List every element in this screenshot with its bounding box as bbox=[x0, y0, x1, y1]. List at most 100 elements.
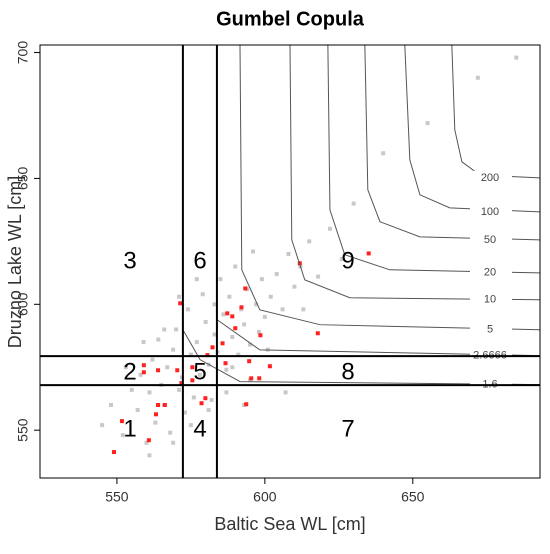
red-point bbox=[190, 365, 195, 370]
gray-point bbox=[268, 294, 273, 299]
gray-point bbox=[171, 440, 176, 445]
gray-point bbox=[218, 277, 223, 282]
gray-point bbox=[230, 365, 235, 370]
gray-point bbox=[188, 352, 193, 357]
red-point bbox=[153, 412, 158, 417]
gray-point bbox=[209, 397, 214, 402]
contour-label: 20 bbox=[484, 267, 496, 279]
gray-point bbox=[168, 430, 173, 435]
gray-point bbox=[177, 294, 182, 299]
region-label: 7 bbox=[341, 415, 354, 442]
red-point bbox=[119, 419, 124, 424]
gray-point bbox=[171, 347, 176, 352]
gray-point bbox=[162, 327, 167, 332]
gray-point bbox=[203, 319, 208, 324]
red-point bbox=[146, 438, 151, 443]
gray-point bbox=[514, 55, 519, 60]
gray-point bbox=[147, 390, 152, 395]
red-point bbox=[199, 401, 204, 406]
red-point bbox=[315, 331, 320, 336]
y-axis-title: Druzno Lake WL [cm] bbox=[5, 176, 25, 348]
gray-point bbox=[109, 402, 114, 407]
gray-point bbox=[256, 329, 261, 334]
red-point bbox=[257, 376, 262, 381]
gray-point bbox=[239, 307, 244, 312]
red-point bbox=[179, 381, 184, 386]
gray-point bbox=[242, 402, 247, 407]
red-point bbox=[203, 396, 208, 401]
gray-point bbox=[144, 440, 149, 445]
region-label: 6 bbox=[193, 247, 206, 274]
gray-point bbox=[339, 256, 344, 261]
red-point bbox=[267, 364, 272, 369]
red-point bbox=[249, 376, 254, 381]
red-point bbox=[141, 363, 146, 368]
gray-point bbox=[156, 337, 161, 342]
gray-point bbox=[274, 272, 279, 277]
gray-point bbox=[197, 372, 202, 377]
gray-point bbox=[262, 314, 267, 319]
red-point bbox=[111, 450, 116, 455]
gray-point bbox=[224, 390, 229, 395]
gray-point bbox=[182, 410, 187, 415]
x-tick-label: 600 bbox=[253, 489, 277, 505]
red-point bbox=[205, 353, 210, 358]
y-tick-label: 550 bbox=[15, 418, 31, 442]
gray-point bbox=[221, 312, 226, 317]
red-point bbox=[230, 314, 235, 319]
gray-point bbox=[147, 453, 152, 458]
gray-point bbox=[123, 365, 128, 370]
gray-point bbox=[200, 292, 205, 297]
gray-point bbox=[327, 226, 332, 231]
gray-point bbox=[259, 277, 264, 282]
gray-point bbox=[135, 408, 140, 413]
contour bbox=[327, 44, 540, 274]
gray-point bbox=[307, 239, 312, 244]
y-tick-label: 700 bbox=[15, 41, 31, 65]
gray-point bbox=[248, 342, 253, 347]
gray-point bbox=[188, 423, 193, 428]
contour-label: 5 bbox=[487, 324, 493, 336]
gray-point bbox=[206, 408, 211, 413]
red-point bbox=[366, 251, 371, 256]
gray-point bbox=[242, 322, 247, 327]
x-axis-title: Baltic Sea WL [cm] bbox=[214, 514, 365, 534]
red-point bbox=[233, 326, 238, 331]
region-label: 9 bbox=[341, 247, 354, 274]
x-tick-label: 550 bbox=[105, 489, 129, 505]
red-point bbox=[258, 333, 263, 338]
region-label: 1 bbox=[123, 415, 136, 442]
gray-point bbox=[177, 387, 182, 392]
y-tick-label: 600 bbox=[15, 292, 31, 316]
contour-label: 100 bbox=[481, 206, 499, 218]
red-point bbox=[247, 359, 252, 364]
red-point bbox=[210, 345, 215, 350]
gray-point bbox=[185, 307, 190, 312]
gray-point bbox=[292, 284, 297, 289]
gray-point bbox=[253, 302, 258, 307]
contour-label-bg bbox=[470, 322, 512, 337]
x-tick-label: 650 bbox=[401, 489, 425, 505]
chart-title: Gumbel Copula bbox=[216, 8, 365, 30]
contour-label: 50 bbox=[484, 234, 496, 246]
red-point bbox=[190, 378, 195, 383]
gray-point bbox=[381, 151, 386, 156]
gray-point bbox=[251, 249, 256, 254]
red-point bbox=[225, 311, 230, 316]
gray-point bbox=[475, 75, 480, 80]
gray-point bbox=[283, 390, 288, 395]
gray-point bbox=[194, 340, 199, 345]
gray-point bbox=[351, 201, 356, 206]
gray-point bbox=[138, 372, 143, 377]
red-point bbox=[220, 341, 225, 346]
contour-label: 10 bbox=[484, 294, 496, 306]
gray-point bbox=[316, 274, 321, 279]
contour-label-bg bbox=[470, 204, 512, 219]
red-point bbox=[223, 361, 228, 366]
red-point bbox=[141, 370, 146, 375]
region-label: 4 bbox=[193, 415, 206, 442]
gray-point bbox=[141, 340, 146, 345]
gray-point bbox=[194, 277, 199, 282]
contour bbox=[404, 44, 540, 213]
